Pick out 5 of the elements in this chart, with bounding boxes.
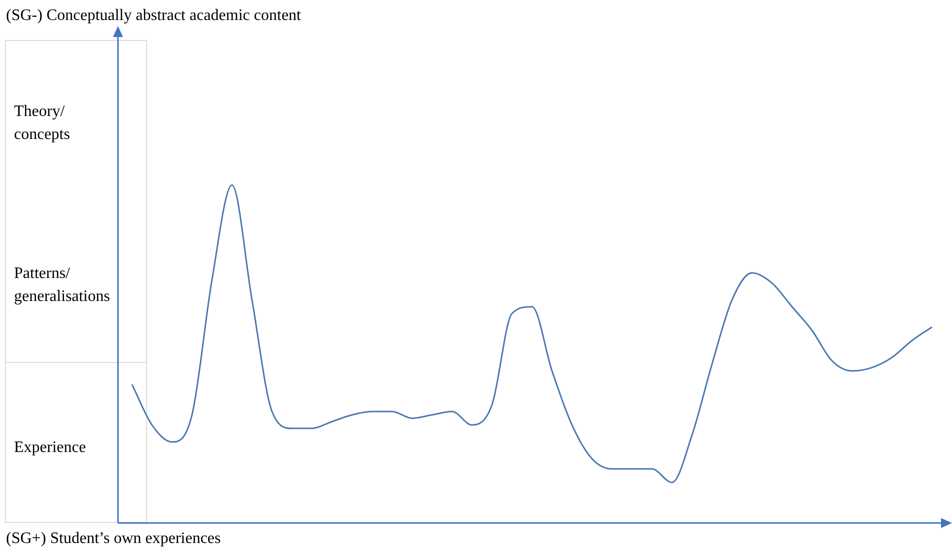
text: Theory/ concepts (14, 102, 71, 145)
text: Patterns/ generalisations (14, 264, 111, 307)
x-axis-title: (SG+) Student’s own experiences (6, 529, 221, 549)
text: Experience (14, 438, 87, 458)
chart-title: (SG-) Conceptually abstract academic content (6, 6, 301, 26)
